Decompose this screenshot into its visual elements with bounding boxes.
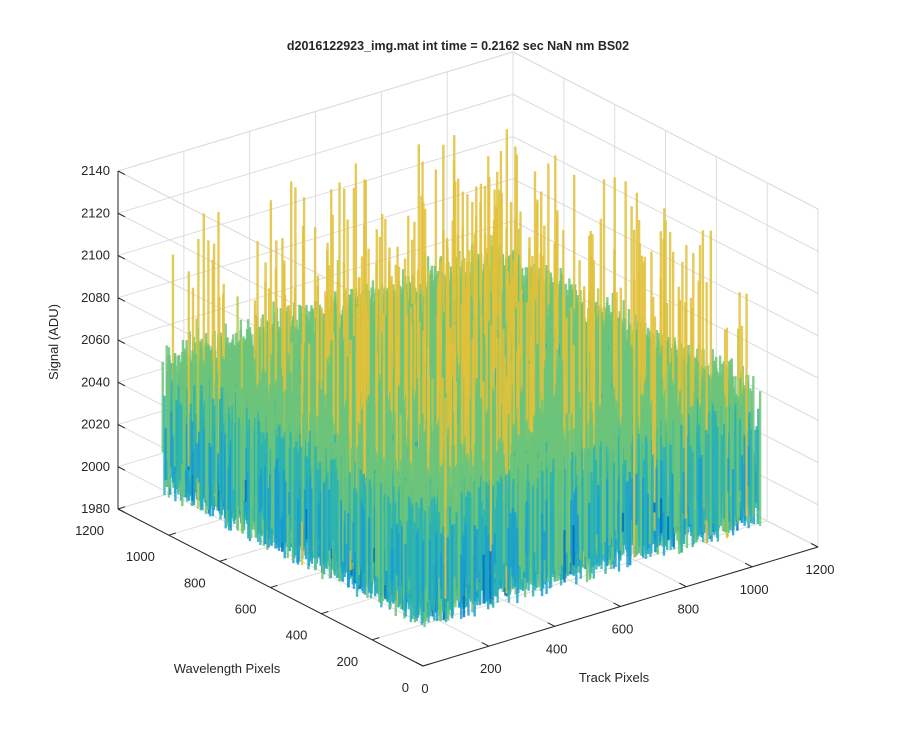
surface-mesh bbox=[161, 129, 762, 628]
